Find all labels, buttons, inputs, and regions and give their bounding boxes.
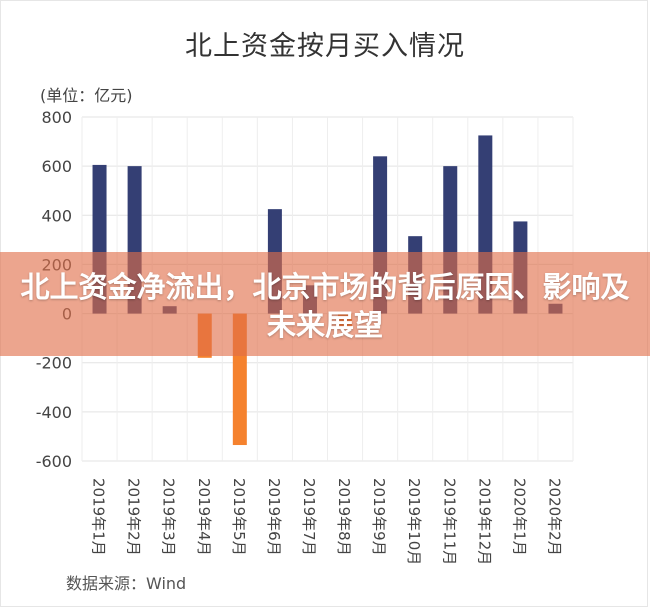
x-tick-label: 2019年10月 (405, 478, 423, 565)
x-tick-label: 2019年12月 (475, 478, 493, 565)
x-tick-label: 2019年6月 (265, 478, 283, 556)
x-tick-label: 2019年4月 (195, 478, 213, 556)
x-tick-label: 2019年3月 (160, 478, 178, 556)
chart-title: 北上资金按月买入情况 (185, 31, 465, 62)
x-tick-label: 2019年9月 (370, 478, 388, 556)
source-note: 数据来源：Wind (66, 574, 187, 593)
headline-text: 北上资金净流出，北京市场的背后原因、影响及未来展望 (20, 270, 630, 342)
y-tick-label: -600 (36, 452, 72, 471)
x-tick-label: 2020年2月 (545, 478, 563, 556)
y-tick-label: -400 (36, 403, 72, 422)
y-tick-label: 600 (41, 157, 72, 176)
y-tick-label: 400 (41, 206, 72, 225)
x-tick-label: 2020年1月 (510, 478, 528, 556)
x-tick-label: 2019年5月 (230, 478, 248, 556)
x-tick-label: 2019年7月 (300, 478, 318, 556)
x-tick-label: 2019年2月 (125, 478, 143, 556)
headline-banner (0, 252, 650, 356)
unit-label: (单位：亿元) (40, 86, 133, 105)
x-tick-label: 2019年8月 (335, 478, 353, 556)
x-tick-label: 2019年1月 (90, 478, 108, 556)
y-tick-label: -200 (36, 354, 72, 373)
x-tick-label: 2019年11月 (440, 478, 458, 565)
y-tick-label: 800 (41, 108, 72, 127)
